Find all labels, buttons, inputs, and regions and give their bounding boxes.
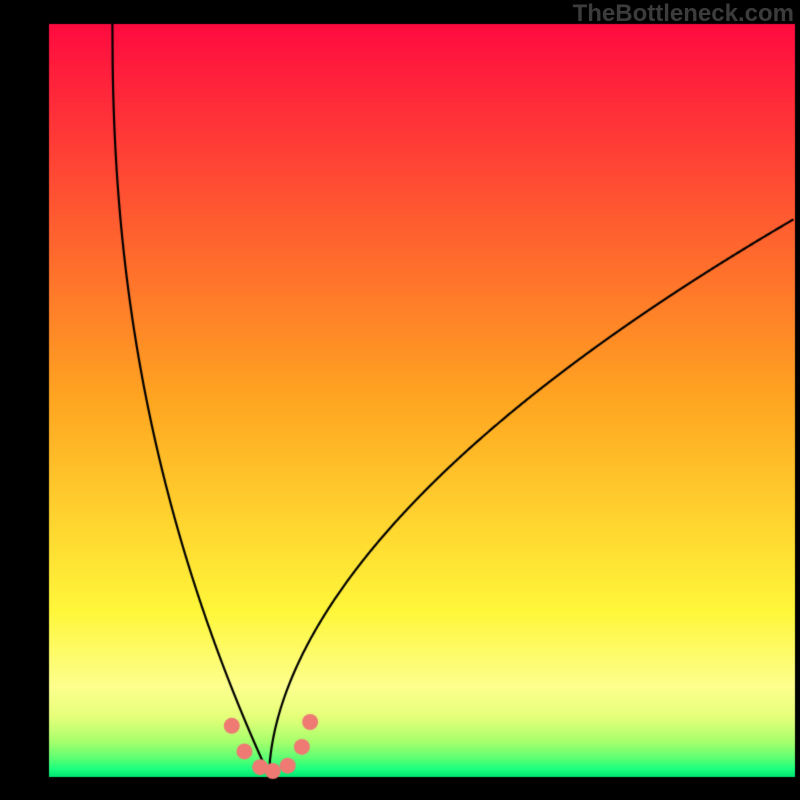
bottleneck-curve-canvas <box>0 0 800 800</box>
chart-stage: TheBottleneck.com <box>0 0 800 800</box>
